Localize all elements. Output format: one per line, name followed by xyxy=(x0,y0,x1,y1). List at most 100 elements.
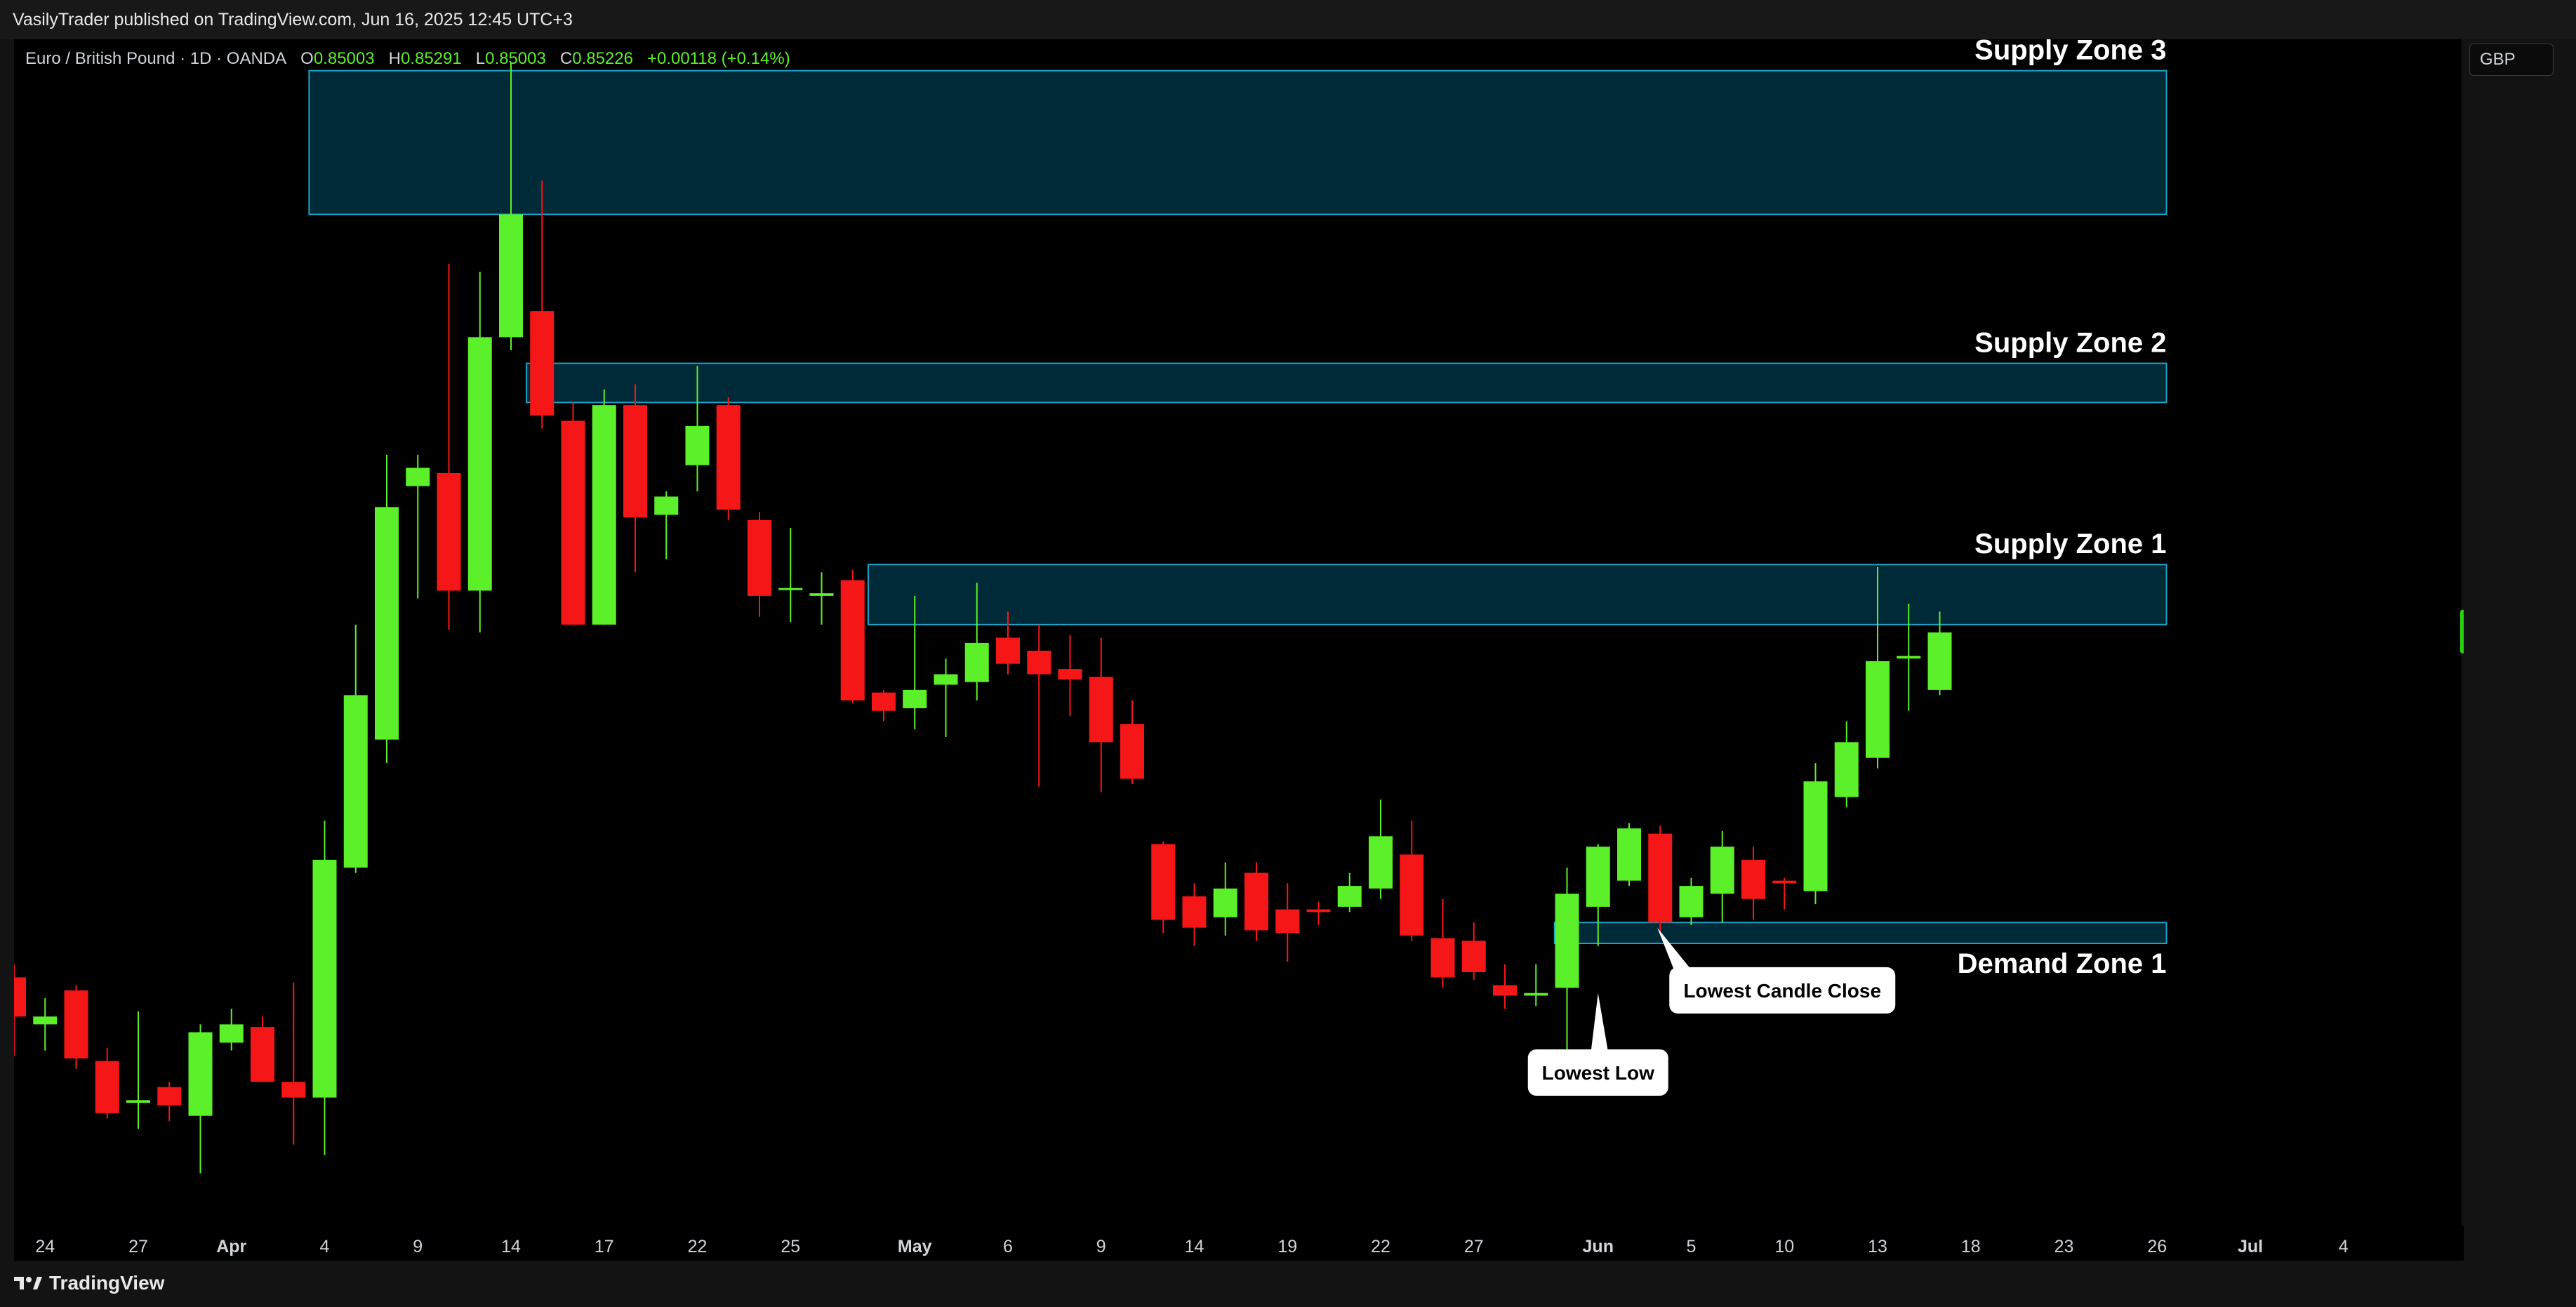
candle xyxy=(499,62,523,350)
candle xyxy=(934,658,958,737)
tradingview-logo[interactable]: TradingView xyxy=(14,1272,164,1294)
candle-body xyxy=(1897,656,1921,659)
currency-button[interactable]: GBP xyxy=(2469,44,2554,76)
candle xyxy=(1741,847,1765,920)
candle xyxy=(1555,868,1579,1064)
last-price-tag xyxy=(2460,609,2464,654)
candle-body xyxy=(716,405,741,510)
candle xyxy=(1586,844,1610,946)
candle xyxy=(251,1016,274,1082)
low-value: 0.85003 xyxy=(485,49,546,68)
zone-rect xyxy=(1553,922,2167,944)
time-tick-label: 9 xyxy=(413,1237,423,1256)
callout-pointer xyxy=(1657,927,1691,969)
candle xyxy=(903,595,927,729)
candle xyxy=(1772,877,1797,910)
candle-body xyxy=(343,695,368,868)
candle-body xyxy=(654,496,679,515)
candle-body xyxy=(964,642,989,682)
time-tick-label: 13 xyxy=(1868,1237,1887,1256)
candle-body xyxy=(592,405,616,625)
candle-body xyxy=(1834,742,1859,797)
candle xyxy=(1617,823,1641,887)
candle-body xyxy=(1213,888,1237,917)
candle-body xyxy=(1617,828,1641,881)
candle xyxy=(33,998,58,1051)
time-tick-label: 27 xyxy=(128,1237,148,1256)
candle xyxy=(219,1009,244,1051)
candle-body xyxy=(14,977,26,1017)
candle xyxy=(1461,922,1486,981)
candle xyxy=(1524,964,1548,1007)
time-tick-label: Jul xyxy=(2238,1237,2263,1256)
zone-label: Supply Zone 3 xyxy=(1974,39,2166,66)
callout: Lowest Low xyxy=(1527,993,1668,1096)
candle-body xyxy=(437,472,461,591)
callout-box xyxy=(1527,1049,1668,1096)
callout-label: Lowest Low xyxy=(1542,1062,1654,1084)
time-tick-label: Apr xyxy=(216,1237,246,1256)
candle xyxy=(281,982,306,1145)
time-tick-label: 25 xyxy=(781,1237,800,1256)
time-tick-label: 23 xyxy=(2054,1237,2074,1256)
published-banner: VasilyTrader published on TradingView.co… xyxy=(0,0,2576,39)
candle xyxy=(840,569,865,703)
candle-body xyxy=(1027,651,1051,675)
zone-rect xyxy=(308,69,2167,215)
time-tick-label: Jun xyxy=(1583,1237,1614,1256)
candle-body xyxy=(251,1027,274,1082)
candle xyxy=(1213,862,1237,936)
candle-body xyxy=(1586,847,1610,907)
candle-body xyxy=(312,859,337,1098)
candle-body xyxy=(1493,985,1517,996)
candle-body xyxy=(1430,938,1455,978)
candle-body xyxy=(1648,833,1673,923)
candle-body xyxy=(561,420,585,625)
candle xyxy=(1834,721,1859,808)
time-tick-label: 5 xyxy=(1687,1237,1697,1256)
candle-body xyxy=(406,467,430,486)
chart-area[interactable]: Supply Zone 3 Supply Zone 2 Supply Zone 1 D… xyxy=(14,39,2464,1261)
candle-body xyxy=(64,990,88,1059)
high-label: H xyxy=(388,49,401,68)
time-tick-label: 27 xyxy=(1464,1237,1484,1256)
candle-body xyxy=(1120,724,1144,779)
candle xyxy=(1120,700,1144,784)
time-tick-label: 26 xyxy=(2147,1237,2167,1256)
zone-rect xyxy=(526,362,2167,404)
candle xyxy=(623,384,647,573)
candle-body xyxy=(934,674,958,685)
candlestick-chart[interactable]: Supply Zone 3 Supply Zone 2 Supply Zone 1 D… xyxy=(14,39,2464,1261)
candle xyxy=(1493,964,1517,1009)
tradingview-brand: TradingView xyxy=(49,1272,165,1294)
time-tick-label: 9 xyxy=(1096,1237,1106,1256)
candle-body xyxy=(157,1087,182,1106)
candle-body xyxy=(1337,886,1362,907)
candle-body xyxy=(1244,873,1268,931)
time-tick-label: 19 xyxy=(1277,1237,1297,1256)
candle-body xyxy=(872,692,896,711)
time-tick-label: 22 xyxy=(1371,1237,1390,1256)
candle xyxy=(1058,635,1082,717)
candle-body xyxy=(1182,896,1207,928)
time-tick-label: 22 xyxy=(688,1237,708,1256)
published-text: VasilyTrader published on TradingView.co… xyxy=(13,10,573,29)
candle xyxy=(748,512,771,617)
close-label: C xyxy=(559,49,573,68)
candle-body xyxy=(375,507,399,740)
candle-body xyxy=(1803,781,1828,891)
candle xyxy=(188,1024,213,1174)
symbol-legend: Euro / British Pound · 1D · OANDA O0.850… xyxy=(25,49,790,69)
candle xyxy=(809,572,834,625)
candle xyxy=(1866,566,1890,769)
zone-label: Demand Zone 1 xyxy=(1958,948,2167,979)
candle-body xyxy=(1306,909,1331,913)
candle xyxy=(437,264,461,630)
candle-body xyxy=(1089,677,1113,743)
candle-body xyxy=(1741,859,1765,899)
candle-body xyxy=(748,519,771,596)
time-tick-label: 24 xyxy=(35,1237,55,1256)
candle-body xyxy=(126,1100,150,1103)
candle-body xyxy=(1151,844,1176,920)
footer-bar xyxy=(0,1262,2576,1307)
